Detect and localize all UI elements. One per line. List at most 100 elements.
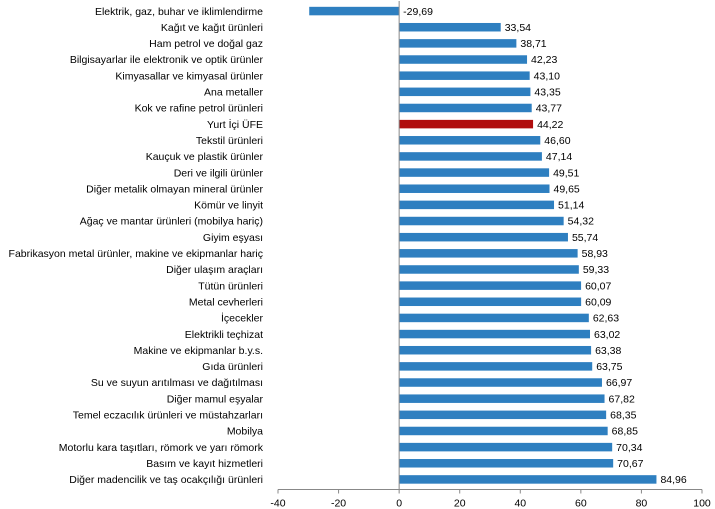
category-label-11: Diğer metalik olmayan mineral ürünler xyxy=(86,183,263,195)
x-tick-label-2: 0 xyxy=(396,498,402,509)
category-label-28: Basım ve kayıt hizmetleri xyxy=(146,458,263,470)
value-label-26: 68,85 xyxy=(612,426,638,438)
value-label-2: 38,71 xyxy=(520,38,546,50)
bar-29 xyxy=(399,475,657,484)
category-label-9: Kauçuk ve plastik ürünler xyxy=(146,151,264,163)
value-label-27: 70,34 xyxy=(616,442,642,454)
bar-27 xyxy=(399,442,613,452)
bar-17 xyxy=(399,281,582,290)
bar-8 xyxy=(399,136,541,145)
category-label-26: Mobilya xyxy=(227,426,263,438)
x-tick-label-7: 100 xyxy=(693,498,711,509)
category-label-5: Ana metaller xyxy=(204,87,263,99)
bar-19 xyxy=(399,313,589,323)
x-tick-label-6: 80 xyxy=(636,498,648,509)
value-label-25: 68,35 xyxy=(610,410,636,422)
x-tick-label-3: 20 xyxy=(454,498,466,509)
value-label-9: 47,14 xyxy=(546,151,572,163)
bar-5 xyxy=(399,87,531,97)
category-label-7: Yurt İçi ÜFE xyxy=(207,118,263,131)
value-label-5: 43,35 xyxy=(534,87,560,99)
category-label-1: Kağıt ve kağıt ürünleri xyxy=(161,22,263,34)
category-label-23: Su ve suyun arıtılması ve dağıtılması xyxy=(91,377,263,389)
category-label-18: Metal cevherleri xyxy=(189,296,263,308)
value-label-18: 60,09 xyxy=(585,296,611,308)
bar-21 xyxy=(399,345,592,355)
value-label-0: -29,69 xyxy=(403,6,433,18)
category-label-3: Bilgisayarlar ile elektronik ve optik ür… xyxy=(70,54,264,66)
category-label-17: Tütün ürünleri xyxy=(198,280,263,292)
value-label-4: 43,10 xyxy=(534,70,560,82)
category-label-16: Diğer ulaşım araçları xyxy=(166,264,263,276)
bar-25 xyxy=(399,410,607,420)
bar-1 xyxy=(399,22,501,32)
labels-group: Elektrik, gaz, buhar ve iklimlendirme -29… xyxy=(9,6,711,509)
value-label-17: 60,07 xyxy=(585,280,611,292)
category-label-13: Ağaç ve mantar ürünleri (mobilya hariç) xyxy=(80,216,263,228)
value-label-22: 63,75 xyxy=(596,361,622,373)
bar-2 xyxy=(399,39,517,48)
category-label-24: Diğer mamul eşyalar xyxy=(167,393,264,405)
bar-20 xyxy=(399,329,591,339)
value-label-13: 54,32 xyxy=(568,216,594,228)
category-label-6: Kok ve rafine petrol ürünleri xyxy=(135,103,263,115)
bar-3 xyxy=(399,55,528,64)
category-label-4: Kimyasallar ve kimyasal ürünler xyxy=(115,70,263,82)
bars-group xyxy=(309,6,657,484)
value-label-28: 70,67 xyxy=(617,458,643,470)
value-label-12: 51,14 xyxy=(558,200,584,212)
bar-10 xyxy=(399,168,550,177)
category-label-8: Tekstil ürünleri xyxy=(196,135,263,147)
category-label-10: Deri ve ilgili ürünler xyxy=(174,167,264,179)
bar-28 xyxy=(399,459,614,468)
value-label-6: 43,77 xyxy=(536,103,562,115)
category-label-15: Fabrikasyon metal ürünler, makine ve eki… xyxy=(9,248,263,260)
value-label-16: 59,33 xyxy=(583,264,609,276)
category-label-20: Elektrikli teçhizat xyxy=(185,329,263,341)
x-tick-label-0: -40 xyxy=(270,498,285,509)
bar-22 xyxy=(399,362,593,371)
value-label-29: 84,96 xyxy=(660,474,686,486)
bar-15 xyxy=(399,249,578,258)
category-label-0: Elektrik, gaz, buhar ve iklimlendirme xyxy=(95,6,263,18)
value-label-21: 63,38 xyxy=(595,345,621,357)
bar-24 xyxy=(399,394,605,403)
value-label-3: 42,23 xyxy=(531,54,557,66)
category-label-19: İçecekler xyxy=(221,312,264,325)
value-label-23: 66,97 xyxy=(606,377,632,389)
bar-0 xyxy=(309,6,400,16)
category-label-29: Diğer madencilik ve taş ocakçılığı ürünl… xyxy=(69,474,263,486)
category-label-2: Ham petrol ve doğal gaz xyxy=(149,38,263,50)
value-label-7: 44,22 xyxy=(537,119,563,131)
value-label-15: 58,93 xyxy=(582,248,608,260)
category-label-21: Makine ve ekipmanlar b.y.s. xyxy=(134,345,263,357)
bar-18 xyxy=(399,297,582,307)
value-label-19: 62,63 xyxy=(593,313,619,325)
value-label-11: 49,65 xyxy=(554,183,580,195)
bar-7 xyxy=(399,119,534,129)
category-label-14: Giyim eşyası xyxy=(203,232,263,244)
category-label-27: Motorlu kara taşıtları, römork ve yarı r… xyxy=(59,442,264,454)
bar-23 xyxy=(399,378,602,387)
category-label-25: Temel eczacılık ürünleri ve müstahzarlar… xyxy=(73,410,263,422)
value-label-20: 63,02 xyxy=(594,329,620,341)
category-label-12: Kömür ve linyit xyxy=(194,200,263,212)
bar-9 xyxy=(399,152,542,161)
bar-26 xyxy=(399,426,608,436)
value-label-14: 55,74 xyxy=(572,232,598,244)
bar-4 xyxy=(399,71,530,80)
bar-12 xyxy=(399,200,555,210)
bar-13 xyxy=(399,216,564,226)
x-tick-label-4: 40 xyxy=(514,498,526,509)
bar-14 xyxy=(399,232,568,242)
x-tick-label-1: -20 xyxy=(331,498,346,509)
bar-6 xyxy=(399,103,532,113)
value-label-1: 33,54 xyxy=(505,22,531,34)
bar-11 xyxy=(399,184,550,193)
x-tick-label-5: 60 xyxy=(575,498,587,509)
axes-group xyxy=(277,1,703,494)
value-label-24: 67,82 xyxy=(609,393,635,405)
value-label-8: 46,60 xyxy=(544,135,570,147)
category-label-22: Gıda ürünleri xyxy=(202,361,263,373)
